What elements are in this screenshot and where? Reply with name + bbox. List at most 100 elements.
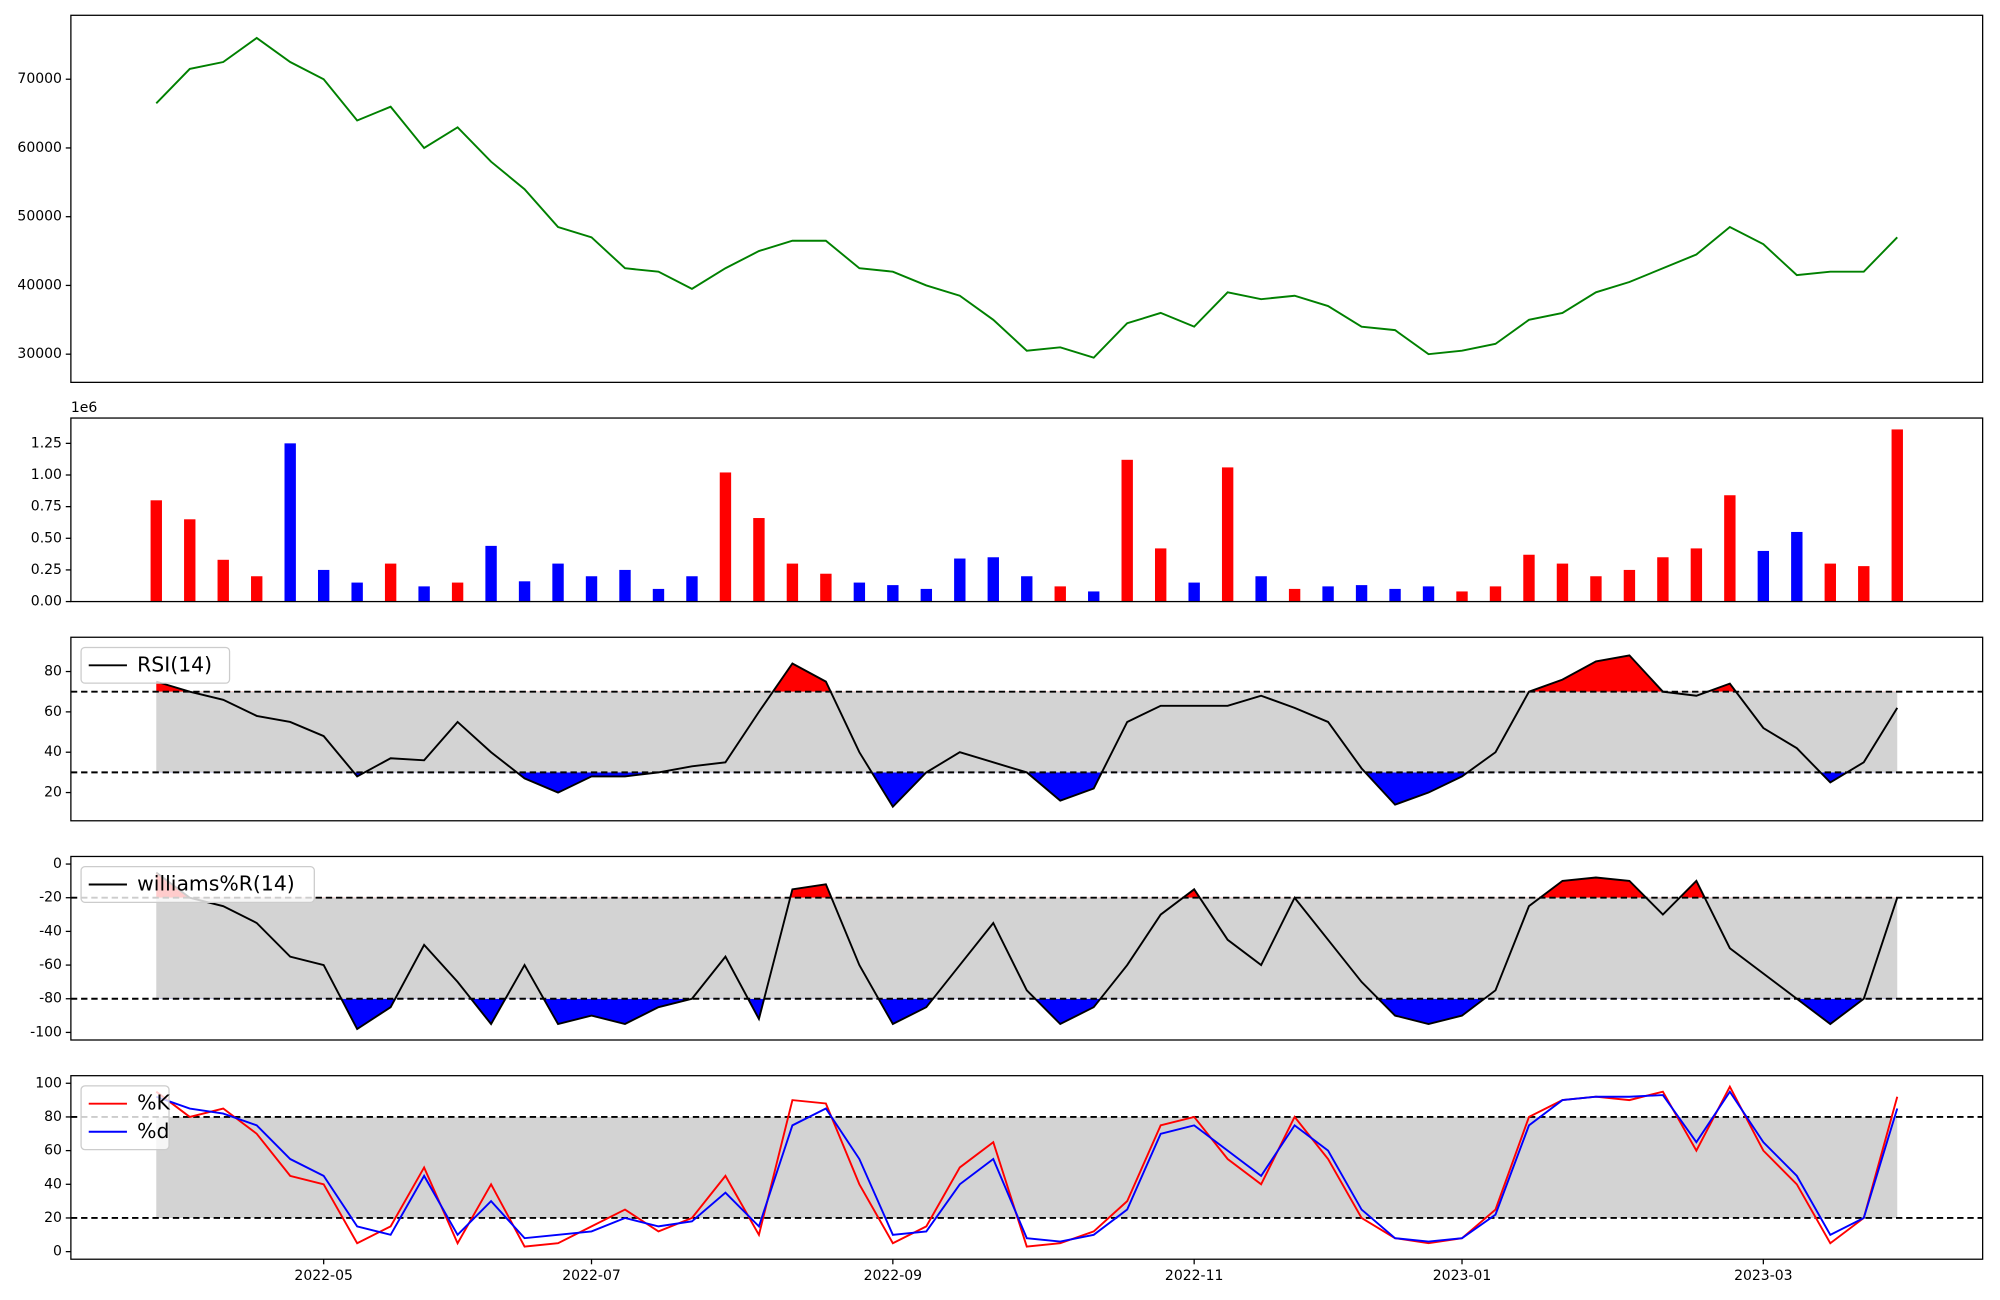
legend-box: [80, 1085, 170, 1151]
axes-frame: [70, 855, 1984, 1041]
y-tick-label: 60000: [17, 140, 62, 156]
bar: [1657, 557, 1669, 602]
bar: [384, 563, 397, 602]
x-tick-label: 2022-09: [864, 1268, 923, 1284]
bar: [1858, 566, 1870, 602]
threshold-band: [156, 1116, 1898, 1218]
bar: [753, 518, 765, 602]
y-tick-label: 0: [53, 856, 62, 872]
bar: [1121, 459, 1133, 602]
bar: [1188, 582, 1200, 602]
threshold-band: [156, 897, 1898, 999]
bar: [853, 582, 866, 602]
bar: [317, 569, 330, 602]
bar: [1288, 588, 1301, 602]
x-tick-label: 2023-03: [1734, 1268, 1793, 1284]
legend-label: %K: [137, 1091, 170, 1115]
bar: [1724, 495, 1736, 602]
axes-frame: [70, 1075, 1984, 1260]
bar: [251, 576, 263, 602]
bar: [1556, 563, 1569, 602]
bar: [1054, 586, 1066, 602]
threshold-band: [156, 691, 1898, 773]
bar: [1154, 548, 1167, 602]
bar: [820, 573, 832, 602]
bar: [920, 588, 933, 602]
axes-frame: [70, 636, 1984, 822]
x-tick-label: 2022-07: [562, 1268, 621, 1284]
bar: [284, 443, 296, 602]
y-tick-label: 20: [44, 1210, 62, 1226]
y-tick-label: -40: [39, 923, 62, 939]
y-tick-label: 1.00: [31, 467, 62, 483]
y-tick-label: 40000: [17, 277, 62, 293]
bar: [184, 519, 196, 602]
oversold-fill: [156, 998, 1898, 1030]
y-tick-label: 20: [44, 785, 62, 801]
line: [155, 654, 1899, 809]
bar: [585, 576, 598, 602]
y-tick-label: 1.25: [31, 435, 62, 451]
y-tick-label: 80: [44, 664, 62, 680]
y-tick-label: 0.25: [31, 562, 62, 578]
y-tick-label: 0.00: [31, 594, 62, 610]
bar: [150, 500, 162, 602]
legend-box: [80, 866, 315, 903]
bar: [1891, 429, 1903, 602]
axis-offset: 1e6: [71, 400, 98, 416]
y-tick-label: 0.75: [31, 499, 62, 515]
x-tick-label: 2022-11: [1165, 1268, 1224, 1284]
bar: [1523, 554, 1535, 602]
bar: [652, 588, 665, 602]
bar: [1757, 550, 1770, 602]
bar: [1489, 586, 1502, 602]
bar: [786, 563, 799, 602]
legend-label: RSI(14): [137, 652, 212, 676]
bar: [485, 545, 497, 602]
y-tick-label: 50000: [17, 209, 62, 225]
legend-label: williams%R(14): [137, 872, 295, 896]
bar: [987, 557, 999, 602]
y-tick-label: 0.50: [31, 530, 62, 546]
bar: [351, 582, 363, 602]
bar: [1623, 569, 1636, 602]
bar: [1690, 548, 1703, 602]
y-tick-label: 40: [44, 744, 62, 760]
bar: [217, 559, 229, 602]
y-tick-label: 40: [44, 1176, 62, 1192]
line: [155, 1084, 1899, 1248]
bar: [1021, 576, 1033, 602]
bar: [954, 558, 966, 602]
y-tick-label: -60: [39, 957, 62, 973]
bar: [1422, 586, 1435, 602]
x-tick-label: 2022-05: [294, 1268, 353, 1284]
bar: [1456, 591, 1468, 602]
y-tick-label: 70000: [17, 71, 62, 87]
bar: [887, 585, 899, 602]
y-tick-label: 0: [53, 1244, 62, 1260]
axes-frame: [70, 417, 1984, 603]
y-tick-label: 100: [35, 1075, 62, 1091]
legend-label: %d: [137, 1119, 169, 1143]
line: [155, 1089, 1899, 1243]
bar: [1255, 576, 1267, 602]
y-tick-label: -20: [39, 890, 62, 906]
y-tick-label: -80: [39, 991, 62, 1007]
y-tick-label: 60: [44, 704, 62, 720]
line: [155, 871, 1899, 1031]
bar: [1322, 586, 1334, 602]
bar: [1221, 467, 1234, 602]
y-tick-label: -100: [30, 1024, 62, 1040]
bar: [1824, 563, 1836, 602]
bar: [719, 472, 732, 602]
bar: [1088, 591, 1100, 602]
overbought-fill: [156, 655, 1736, 692]
bar: [1791, 531, 1803, 602]
bar: [552, 563, 564, 602]
x-tick-label: 2023-01: [1433, 1268, 1492, 1284]
legend-box: [80, 646, 231, 684]
axes-frame: [70, 14, 1984, 383]
bar: [418, 586, 430, 602]
bar: [518, 581, 531, 602]
